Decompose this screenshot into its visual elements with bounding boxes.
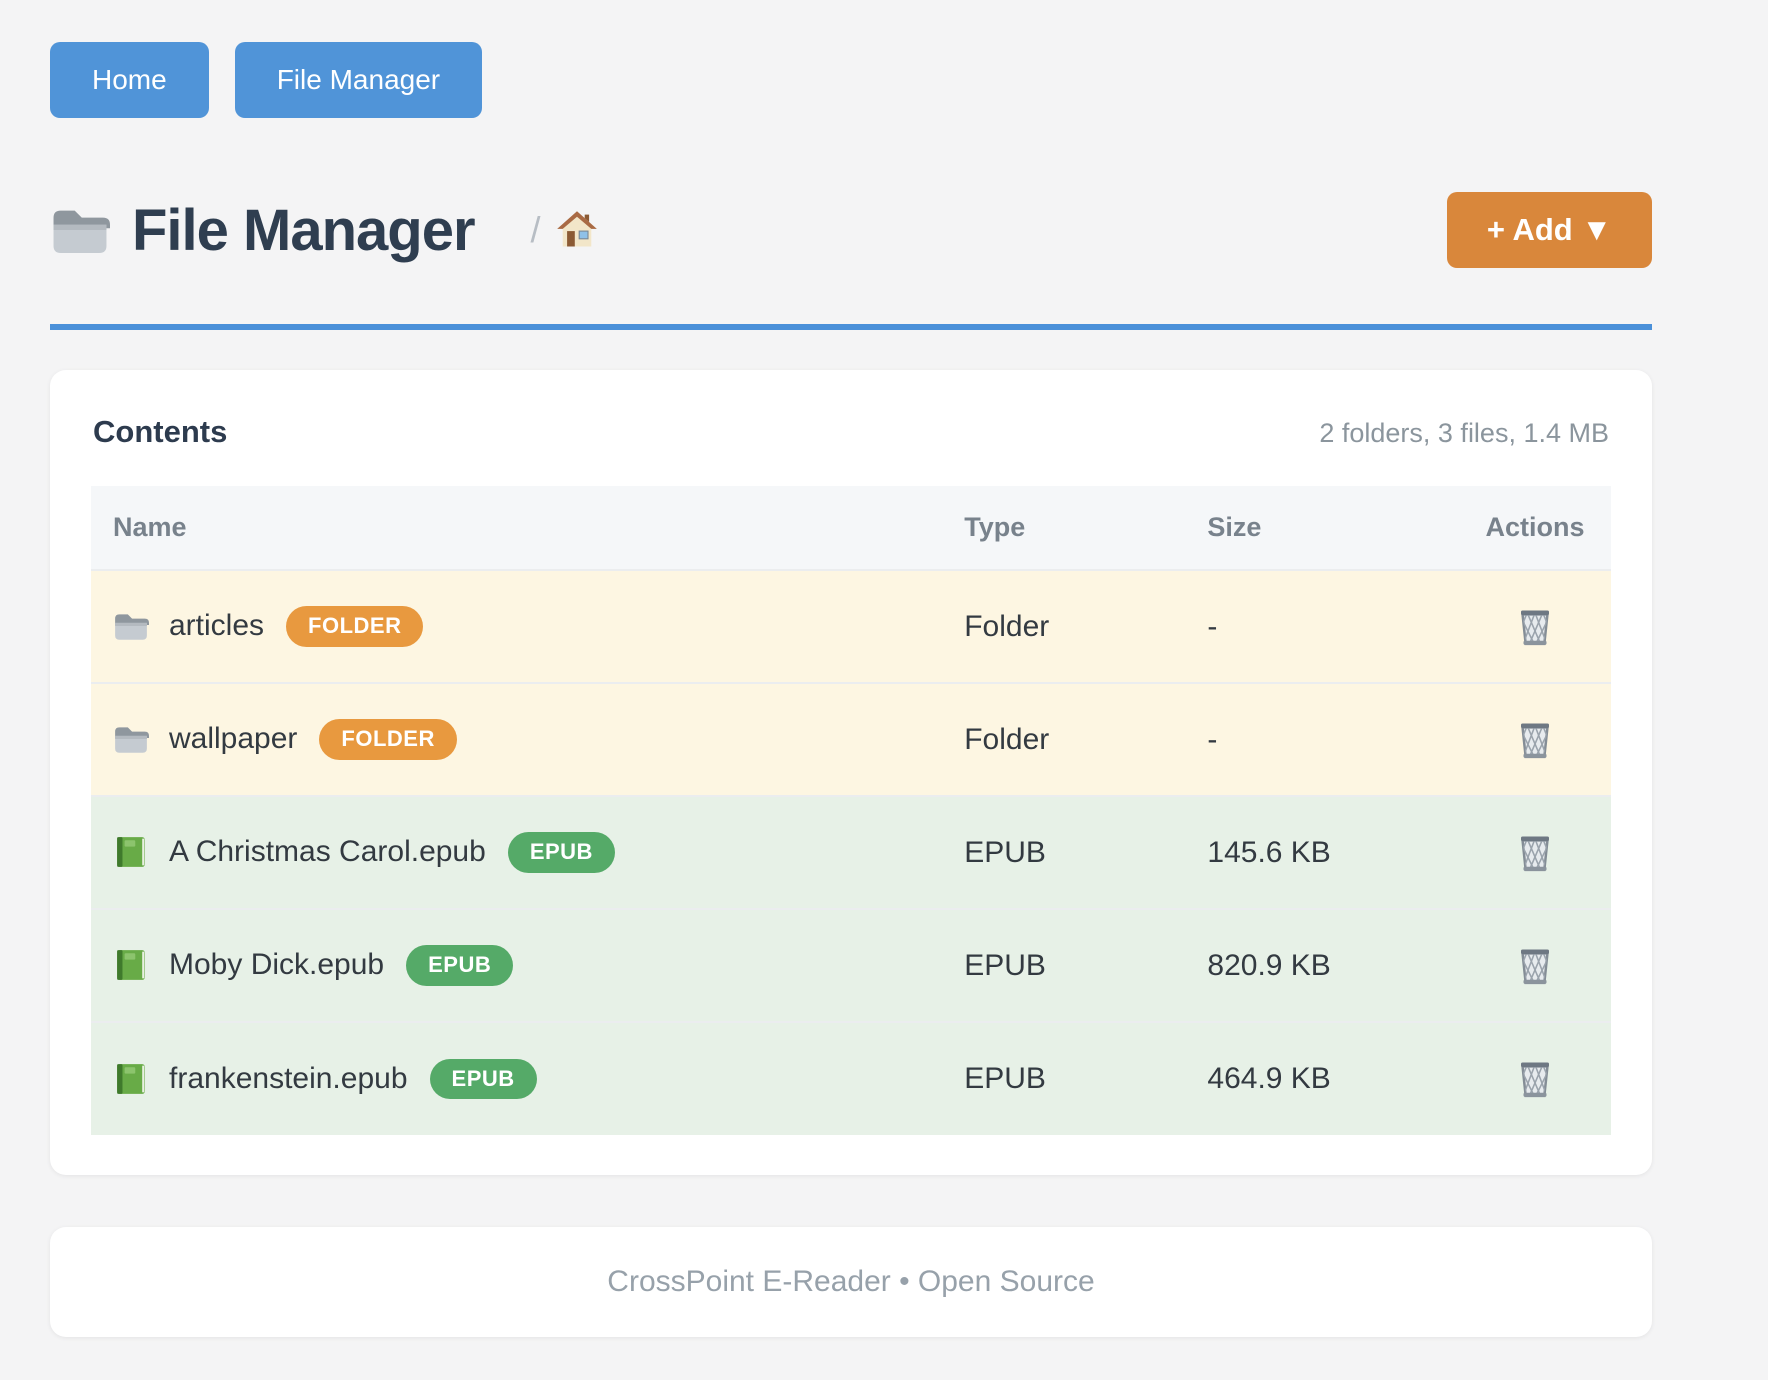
footer-text: CrossPoint E-Reader • Open Source xyxy=(607,1265,1095,1298)
trash-icon xyxy=(1516,835,1554,876)
file-table-header: Name Type Size Actions xyxy=(91,486,1611,570)
house-icon[interactable] xyxy=(555,208,599,252)
page-title: File Manager xyxy=(132,197,476,263)
delete-button[interactable] xyxy=(1510,938,1560,992)
folder-icon xyxy=(113,610,149,642)
file-manager-nav-button[interactable]: File Manager xyxy=(234,42,483,118)
delete-button[interactable] xyxy=(1510,825,1560,879)
table-row[interactable]: A Christmas Carol.epub EPUB EPUB 145.6 K… xyxy=(91,795,1611,909)
column-header-actions: Actions xyxy=(1458,486,1611,570)
table-row[interactable]: wallpaper FOLDER Folder - xyxy=(91,682,1611,796)
trash-icon xyxy=(1516,609,1554,650)
trash-icon xyxy=(1516,948,1554,989)
header-row: Name Type Size Actions xyxy=(91,486,1611,570)
book-icon xyxy=(113,1063,149,1095)
file-name[interactable]: wallpaper xyxy=(169,722,298,756)
trash-icon xyxy=(1516,1062,1554,1102)
size-cell: 145.6 KB xyxy=(1185,795,1459,909)
table-row[interactable]: frankenstein.epub EPUB EPUB 464.9 KB xyxy=(91,1021,1611,1135)
type-cell: Folder xyxy=(942,569,1186,683)
table-row[interactable]: Moby Dick.epub EPUB EPUB 820.9 KB xyxy=(91,908,1611,1022)
type-badge: FOLDER xyxy=(286,606,424,647)
type-cell: EPUB xyxy=(942,795,1186,909)
top-nav: Home File Manager xyxy=(50,0,1652,118)
delete-button[interactable] xyxy=(1510,712,1560,766)
file-name[interactable]: articles xyxy=(169,609,265,643)
file-name[interactable]: Moby Dick.epub xyxy=(169,948,385,982)
contents-heading: Contents xyxy=(93,414,228,449)
add-button[interactable]: + Add ▼ xyxy=(1446,192,1652,268)
type-cell: Folder xyxy=(942,682,1186,796)
folder-icon xyxy=(113,723,149,755)
column-header-size: Size xyxy=(1185,486,1459,570)
book-icon xyxy=(113,836,149,868)
delete-button[interactable] xyxy=(1510,1051,1560,1105)
contents-card-header: Contents 2 folders, 3 files, 1.4 MB xyxy=(91,414,1611,450)
column-header-type: Type xyxy=(942,486,1186,570)
page-container: Home File Manager File Manager / xyxy=(50,0,1652,1337)
file-name[interactable]: A Christmas Carol.epub xyxy=(169,835,486,869)
file-table: Name Type Size Actions articles FOLDER F… xyxy=(91,486,1611,1135)
delete-button[interactable] xyxy=(1510,599,1560,653)
file-table-body: articles FOLDER Folder - xyxy=(91,569,1611,1135)
contents-card: Contents 2 folders, 3 files, 1.4 MB Name… xyxy=(50,370,1652,1175)
breadcrumb: / xyxy=(531,208,599,252)
size-cell: 464.9 KB xyxy=(1185,1021,1459,1135)
table-row[interactable]: articles FOLDER Folder - xyxy=(91,569,1611,683)
breadcrumb-separator: / xyxy=(530,209,541,250)
folder-icon xyxy=(50,204,110,256)
type-badge: FOLDER xyxy=(319,719,457,760)
type-cell: EPUB xyxy=(942,908,1186,1022)
contents-summary: 2 folders, 3 files, 1.4 MB xyxy=(1319,418,1609,448)
type-badge: EPUB xyxy=(406,945,514,986)
size-cell: 820.9 KB xyxy=(1185,908,1459,1022)
size-cell: - xyxy=(1185,569,1459,683)
column-header-name: Name xyxy=(91,486,943,570)
book-icon xyxy=(113,949,149,981)
trash-icon xyxy=(1516,722,1554,763)
page-header: File Manager / + Add ▼ xyxy=(50,192,1652,330)
type-cell: EPUB xyxy=(942,1021,1186,1135)
file-name[interactable]: frankenstein.epub xyxy=(169,1061,408,1095)
size-cell: - xyxy=(1185,682,1459,796)
footer-card: CrossPoint E-Reader • Open Source xyxy=(50,1227,1652,1337)
type-badge: EPUB xyxy=(507,832,615,873)
type-badge: EPUB xyxy=(429,1058,537,1100)
home-nav-button[interactable]: Home xyxy=(50,42,209,118)
title-group: File Manager / xyxy=(50,197,599,264)
